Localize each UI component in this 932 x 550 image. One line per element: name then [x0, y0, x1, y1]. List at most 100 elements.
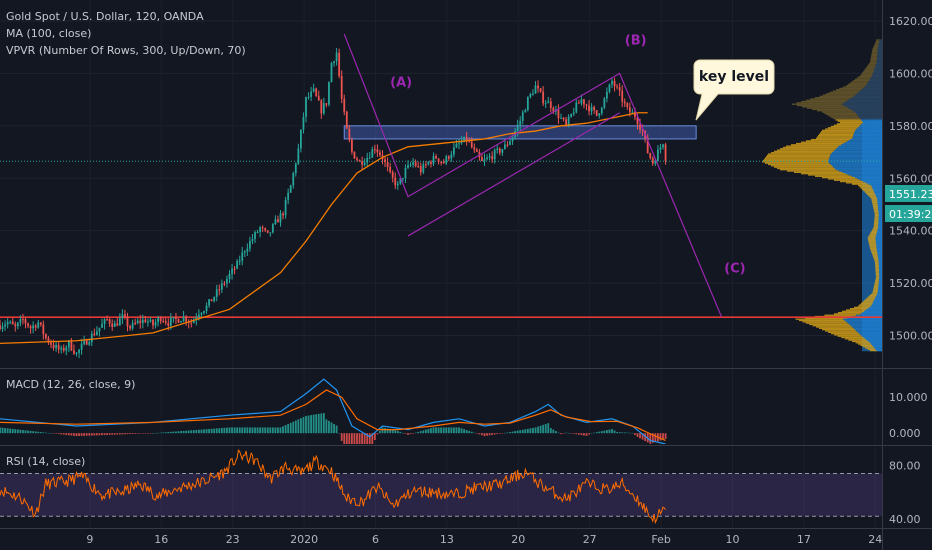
macd-histogram-bar [435, 427, 437, 434]
candle-body [192, 319, 195, 324]
candle-body [335, 52, 338, 62]
candle-body [583, 99, 585, 105]
candle-body [164, 321, 167, 323]
macd-histogram-bar [608, 429, 611, 434]
price-tick-label: 1520.00 [889, 277, 932, 290]
macd-histogram-bar [289, 422, 292, 434]
profile-row-up [856, 77, 871, 79]
macd-histogram-bar [241, 427, 244, 434]
profile-row-down [873, 72, 882, 74]
candle-body [312, 88, 315, 92]
profile-row-up [870, 231, 877, 234]
candle-body [320, 100, 323, 114]
candle-body [521, 112, 524, 121]
macd-histogram-bar [506, 432, 509, 434]
macd-histogram-bar [294, 420, 297, 434]
profile-row-up [797, 104, 844, 107]
macd-histogram-bar [4, 428, 6, 434]
candle-body [279, 213, 282, 223]
candle-body [368, 157, 371, 159]
rsi-title: RSI (14, close) [6, 455, 85, 468]
macd-histogram-bar [654, 433, 657, 443]
profile-row-up [801, 141, 846, 143]
profile-row-up [821, 131, 855, 133]
profile-row-down [843, 318, 882, 320]
macd-axis[interactable]: 10.000 0.000 [889, 391, 928, 440]
candle-body [460, 141, 463, 144]
profile-row-down [878, 280, 882, 282]
macd-histogram-bar [195, 429, 198, 434]
profile-row-up [872, 203, 878, 205]
candle-body [440, 161, 443, 163]
profile-row-up [869, 196, 877, 198]
profile-row-down [878, 281, 882, 284]
profile-row-up [870, 60, 877, 62]
candle-body [175, 317, 177, 320]
macd-histogram-bar [147, 433, 149, 434]
profile-row-up [861, 188, 873, 191]
candle-body [366, 158, 369, 163]
candle-body [498, 148, 501, 153]
profile-row-up [874, 221, 879, 223]
profile-row-down [865, 338, 882, 340]
macd-histogram-bar [493, 433, 496, 435]
profile-row-up [840, 121, 864, 124]
candle-body [552, 107, 555, 112]
profile-row-up [872, 254, 878, 256]
macd-histogram-bar [118, 433, 121, 435]
candle-body [595, 110, 598, 116]
profile-row-up [840, 180, 864, 183]
profile-row-up [875, 275, 880, 277]
profile-row-up [875, 277, 880, 280]
profile-row-down [852, 137, 882, 139]
candle-body [210, 299, 213, 302]
time-axis[interactable]: 9 16 23 2020 6 13 20 27 Feb 10 17 24 [86, 533, 882, 546]
profile-row-down [845, 173, 882, 175]
profile-row-down [871, 304, 882, 306]
candle-body [233, 268, 236, 270]
macd-histogram-bar [83, 433, 86, 436]
profile-row-down [871, 186, 882, 188]
profile-row-down [875, 238, 882, 240]
candle-body [93, 333, 96, 335]
price-axis[interactable]: 1620.00 1600.00 1580.00 1560.00 1540.00 1520.… [889, 15, 932, 343]
profile-row-down [853, 135, 882, 137]
candle-body [488, 156, 491, 158]
profile-row-up [869, 245, 877, 247]
macd-histogram-bar [639, 433, 641, 439]
candle-body [430, 161, 432, 164]
candle-body [455, 143, 458, 148]
profile-row-up [868, 296, 876, 298]
candle-body [562, 117, 565, 120]
candle-body [251, 238, 254, 241]
profile-row-down [877, 255, 882, 257]
rsi-axis[interactable]: 80.00 40.00 [889, 459, 921, 526]
macd-histogram-bar [251, 427, 254, 434]
profile-row-down [859, 90, 882, 92]
profile-row-down [878, 207, 882, 209]
macd-histogram-bar [187, 430, 190, 434]
profile-row-up [873, 208, 879, 210]
profile-row-up [864, 191, 875, 193]
candle-body [113, 323, 116, 327]
macd-histogram-bar [445, 427, 448, 434]
profile-row-down [856, 330, 882, 332]
profile-row-down [850, 108, 882, 111]
profile-row-down [837, 146, 882, 149]
profile-row-up [825, 128, 857, 130]
candle-body [577, 102, 580, 104]
macd-histogram-bar [514, 431, 516, 434]
profile-row-down [878, 283, 882, 285]
profile-row-down [843, 104, 882, 107]
profile-row-up [858, 305, 872, 307]
candle-body [328, 82, 330, 105]
profile-row-up [817, 110, 853, 112]
candle-body [154, 322, 157, 326]
macd-histogram-bar [190, 430, 193, 434]
profile-row-down [874, 347, 882, 349]
profile-row-up [771, 152, 833, 154]
profile-row-up [872, 255, 878, 257]
profile-row-down [877, 204, 882, 206]
profile-row-down [878, 259, 882, 261]
